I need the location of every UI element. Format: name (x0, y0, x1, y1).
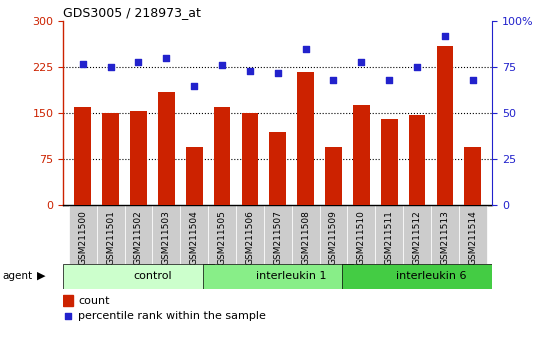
Text: GSM211509: GSM211509 (329, 210, 338, 265)
Text: interleukin 6: interleukin 6 (395, 271, 466, 281)
Bar (353, 105, 370, 205)
Text: GSM211507: GSM211507 (273, 210, 282, 265)
Point (329, 77, 338, 83)
Bar (403, 205, 431, 264)
Bar (63, 295, 73, 306)
Bar (464, 147, 481, 205)
Bar (74, 107, 91, 205)
Point (78, 61, 87, 67)
Text: percentile rank within the sample: percentile rank within the sample (78, 311, 266, 321)
Point (162, 55, 170, 61)
Bar (459, 205, 487, 264)
Bar (437, 46, 453, 205)
Bar (180, 205, 208, 264)
Text: count: count (78, 296, 110, 306)
Text: GSM211511: GSM211511 (384, 210, 394, 265)
Text: GSM211508: GSM211508 (301, 210, 310, 265)
Bar (270, 132, 286, 205)
Text: GSM211501: GSM211501 (106, 210, 115, 265)
Bar (202, 264, 353, 289)
Point (301, 46, 310, 52)
Bar (241, 113, 258, 205)
Bar (214, 107, 230, 205)
Text: GSM211506: GSM211506 (245, 210, 255, 265)
Text: GSM211500: GSM211500 (78, 210, 87, 265)
Bar (158, 92, 175, 205)
Bar (63, 264, 214, 289)
Bar (297, 72, 314, 205)
Bar (381, 119, 398, 205)
Point (441, 33, 449, 39)
Text: GDS3005 / 218973_at: GDS3005 / 218973_at (63, 6, 201, 19)
Bar (102, 113, 119, 205)
Text: GSM211505: GSM211505 (218, 210, 227, 265)
Bar (342, 264, 492, 289)
Point (64, 313, 73, 319)
Point (412, 64, 421, 70)
Bar (431, 205, 459, 264)
Bar (97, 205, 124, 264)
Text: GSM211513: GSM211513 (441, 210, 449, 265)
Point (245, 68, 254, 74)
Text: GSM211514: GSM211514 (468, 210, 477, 265)
Point (218, 63, 227, 68)
Point (385, 77, 394, 83)
Bar (375, 205, 403, 264)
Point (469, 77, 477, 83)
Bar (186, 147, 202, 205)
Text: GSM211512: GSM211512 (412, 210, 421, 265)
Point (190, 83, 199, 88)
Bar (264, 205, 292, 264)
Bar (208, 205, 236, 264)
Text: GSM211510: GSM211510 (357, 210, 366, 265)
Text: GSM211502: GSM211502 (134, 210, 143, 265)
Bar (409, 115, 425, 205)
Point (134, 59, 143, 64)
Text: GSM211503: GSM211503 (162, 210, 171, 265)
Text: interleukin 1: interleukin 1 (256, 271, 327, 281)
Point (357, 59, 366, 64)
Text: ▶: ▶ (37, 271, 45, 281)
Bar (130, 112, 147, 205)
Text: control: control (133, 271, 172, 281)
Bar (292, 205, 320, 264)
Text: GSM211504: GSM211504 (190, 210, 199, 265)
Bar (152, 205, 180, 264)
Bar (236, 205, 264, 264)
Bar (124, 205, 152, 264)
Bar (69, 205, 97, 264)
Text: agent: agent (3, 271, 33, 281)
Point (273, 70, 282, 76)
Bar (348, 205, 375, 264)
Bar (325, 147, 342, 205)
Bar (320, 205, 348, 264)
Point (106, 64, 115, 70)
